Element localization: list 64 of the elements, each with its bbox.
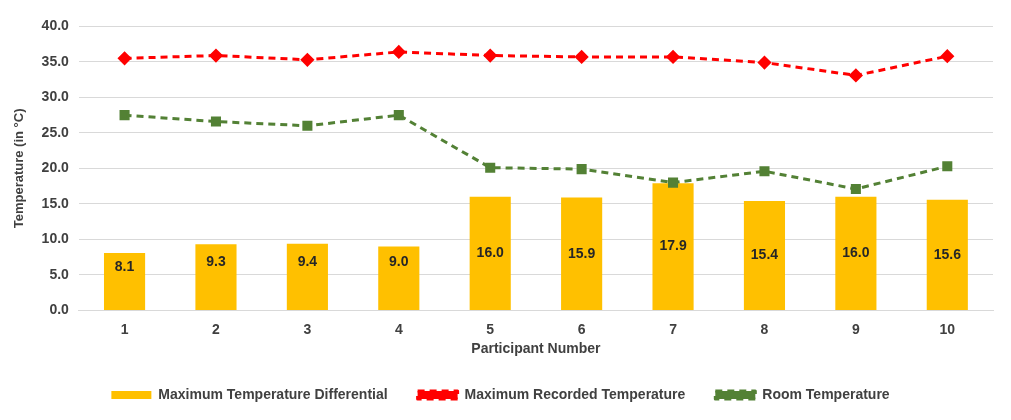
point xyxy=(483,49,497,63)
x-tick-label: 2 xyxy=(212,320,221,337)
y-tick-label: 0.0 xyxy=(49,301,70,318)
data-label: 16.0 xyxy=(476,244,505,261)
y-tick-label: 5.0 xyxy=(49,265,70,282)
y-tick-label: 10.0 xyxy=(41,230,70,247)
data-label: 16.0 xyxy=(842,244,870,261)
point xyxy=(940,49,954,63)
point xyxy=(575,50,589,64)
data-label: 17.9 xyxy=(659,237,687,254)
data-label: 15.9 xyxy=(568,244,596,261)
bar xyxy=(835,196,877,310)
y-tick-label: 25.0 xyxy=(41,123,70,140)
point xyxy=(485,162,496,173)
point xyxy=(210,116,222,127)
point xyxy=(850,183,861,195)
bar xyxy=(378,246,420,310)
data-label: 9.3 xyxy=(206,252,226,269)
x-tick-label: 4 xyxy=(394,320,403,337)
y-tick-label: 30.0 xyxy=(41,88,70,105)
y-tick-label: 35.0 xyxy=(41,52,70,69)
x-tick-label: 7 xyxy=(669,320,678,337)
x-tick-label: 8 xyxy=(760,320,769,337)
point xyxy=(393,110,404,121)
data-label: 8.1 xyxy=(114,257,135,274)
point xyxy=(118,51,132,65)
point xyxy=(942,161,953,172)
y-tick-label: 15.0 xyxy=(41,194,70,211)
x-tick-label: 6 xyxy=(577,320,586,337)
data-label: 9.0 xyxy=(389,252,409,269)
point xyxy=(302,120,313,131)
x-tick-label: 3 xyxy=(303,320,312,337)
bar xyxy=(652,183,694,310)
legend-label: Maximum Temperature Differential xyxy=(158,385,388,402)
data-label: 9.4 xyxy=(297,252,318,269)
bar xyxy=(469,196,511,310)
legend-label: Maximum Recorded Temperature xyxy=(464,385,686,402)
data-label: 15.4 xyxy=(750,246,779,263)
data-label: 15.6 xyxy=(933,245,962,262)
x-tick-label: 10 xyxy=(939,320,956,337)
x-tick-label: 9 xyxy=(851,320,860,337)
x-tick-label: 5 xyxy=(486,320,495,337)
bar xyxy=(103,252,146,310)
point xyxy=(666,50,680,64)
legend-label: Room Temperature xyxy=(762,385,890,402)
y-tick-label: 40.0 xyxy=(41,17,70,34)
bar xyxy=(286,243,328,310)
x-tick-label: 1 xyxy=(120,320,129,337)
bar xyxy=(926,199,968,310)
bar xyxy=(195,244,237,310)
point xyxy=(668,177,679,188)
bar xyxy=(743,201,786,310)
point xyxy=(119,110,130,121)
point xyxy=(849,68,863,82)
point xyxy=(759,166,770,177)
point xyxy=(392,45,406,59)
point xyxy=(300,53,314,67)
y-axis-title: Temperature (in °C) xyxy=(11,108,27,229)
point xyxy=(209,49,223,63)
point xyxy=(757,56,771,70)
bar xyxy=(561,197,603,310)
y-tick-label: 20.0 xyxy=(41,159,70,176)
point xyxy=(576,164,587,175)
x-axis-title: Participant Number xyxy=(471,340,602,357)
